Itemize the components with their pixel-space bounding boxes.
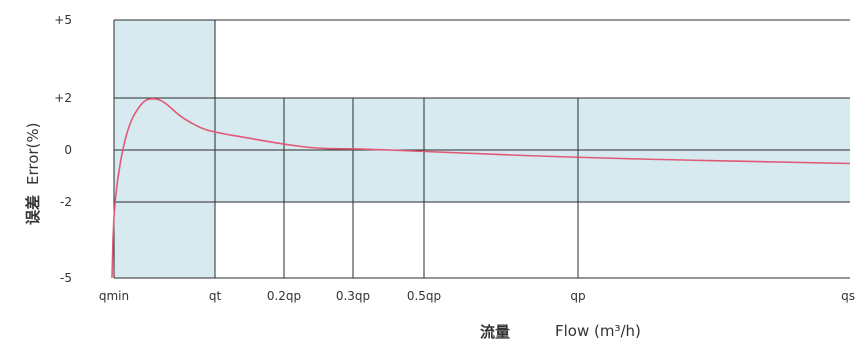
y-axis-label-cn: 误差 [24, 195, 42, 225]
x-tick-label: qp [570, 289, 585, 303]
x-tick-label: qs [841, 289, 855, 303]
x-tick-label: 0.5qp [407, 289, 441, 303]
y-tick-label: -5 [60, 271, 72, 285]
y-tick-label: +5 [54, 13, 72, 27]
x-axis-label-cn: 流量 [480, 323, 510, 341]
x-tick-label: qmin [99, 289, 129, 303]
series-line-0 [111, 97, 851, 279]
y-tick-label: -2 [60, 195, 72, 209]
x-tick-label: 0.2qp [267, 289, 301, 303]
x-tick-label: 0.3qp [336, 289, 370, 303]
y-tick-label: +2 [54, 91, 72, 105]
tolerance-zones [114, 20, 850, 278]
y-axis-label: Error(%) [24, 122, 42, 185]
x-axis-label: Flow (m³/h) [555, 322, 641, 340]
x-axis-title: 流量 Flow (m³/h) [480, 322, 641, 341]
y-tick-label: 0 [64, 143, 72, 157]
x-tick-label: qt [209, 289, 222, 303]
x-tick-labels: qmin qt 0.2qp 0.3qp 0.5qp qp qs [99, 289, 855, 303]
tolerance-zone-0 [114, 20, 215, 278]
y-axis-title: 误差 Error(%) [24, 122, 42, 225]
y-tick-labels: +5 +2 0 -2 -5 [54, 13, 72, 285]
series-layer [111, 97, 851, 279]
grid-lines [113, 19, 850, 279]
